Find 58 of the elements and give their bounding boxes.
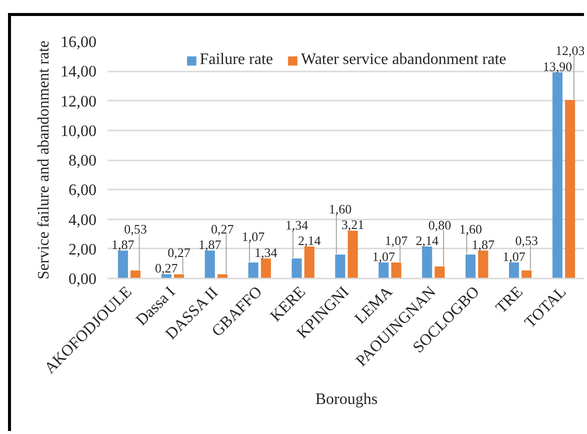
bar	[292, 258, 302, 278]
y-tick-label: 8,00	[68, 152, 96, 170]
data-label: 0,27	[155, 260, 178, 276]
bar	[118, 250, 128, 278]
data-label: 0,53	[515, 233, 538, 248]
y-axis-title: Service failure and abandonment rate	[36, 40, 52, 280]
x-axis-title: Boroughs	[315, 391, 378, 408]
bar	[130, 270, 141, 278]
data-label: 1,07	[502, 248, 526, 264]
data-label: 13,90	[542, 58, 572, 74]
bar	[161, 274, 172, 278]
data-label: 0,27	[168, 245, 191, 260]
y-tick-label: 16,00	[60, 34, 96, 51]
data-label: 1,07	[384, 233, 408, 248]
bar	[248, 262, 258, 278]
data-label: 2,14	[416, 233, 439, 248]
legend-label: Water service abandonment rate	[301, 51, 506, 69]
bar	[391, 262, 402, 278]
data-label: 1,87	[198, 237, 222, 252]
bar	[552, 72, 562, 278]
bar	[378, 262, 389, 278]
data-label: 1,60	[328, 202, 352, 217]
bar	[335, 254, 346, 278]
data-label: 0,53	[124, 221, 147, 236]
bar	[348, 230, 358, 278]
legend-label: Failure rate	[200, 51, 274, 69]
bar	[522, 270, 532, 278]
y-tick-label: 6,00	[68, 182, 96, 200]
y-tick-label: 2,00	[68, 241, 96, 258]
bar	[304, 246, 314, 278]
data-label: 0,80	[428, 217, 452, 232]
x-tick-label: TRE	[492, 283, 526, 317]
y-tick-label: 10,00	[60, 122, 96, 140]
bar	[422, 246, 432, 278]
bar	[174, 274, 184, 278]
bar	[478, 250, 488, 278]
data-label: 1,34	[285, 217, 309, 232]
y-tick-label: 12,00	[60, 93, 96, 110]
data-label: 1,34	[254, 244, 278, 260]
bar	[508, 262, 520, 278]
y-tick-label: 0,00	[68, 271, 96, 288]
y-tick-label: 4,00	[68, 212, 96, 229]
bar	[217, 274, 228, 278]
data-label: 1,60	[459, 221, 482, 236]
bar	[434, 266, 445, 278]
bar	[204, 250, 215, 278]
data-label: 2,14	[298, 233, 322, 248]
bar	[565, 100, 576, 278]
data-label: 12,03	[555, 43, 585, 58]
bar	[260, 258, 271, 278]
data-label: 1,07	[372, 248, 396, 264]
data-label: 1,87	[112, 237, 135, 252]
data-label: 3,21	[341, 217, 364, 232]
data-label: 1,07	[242, 229, 266, 244]
data-label: 0,27	[211, 221, 234, 236]
data-label: 1,87	[472, 237, 496, 252]
bar	[466, 254, 476, 278]
y-tick-label: 14,00	[60, 64, 96, 81]
